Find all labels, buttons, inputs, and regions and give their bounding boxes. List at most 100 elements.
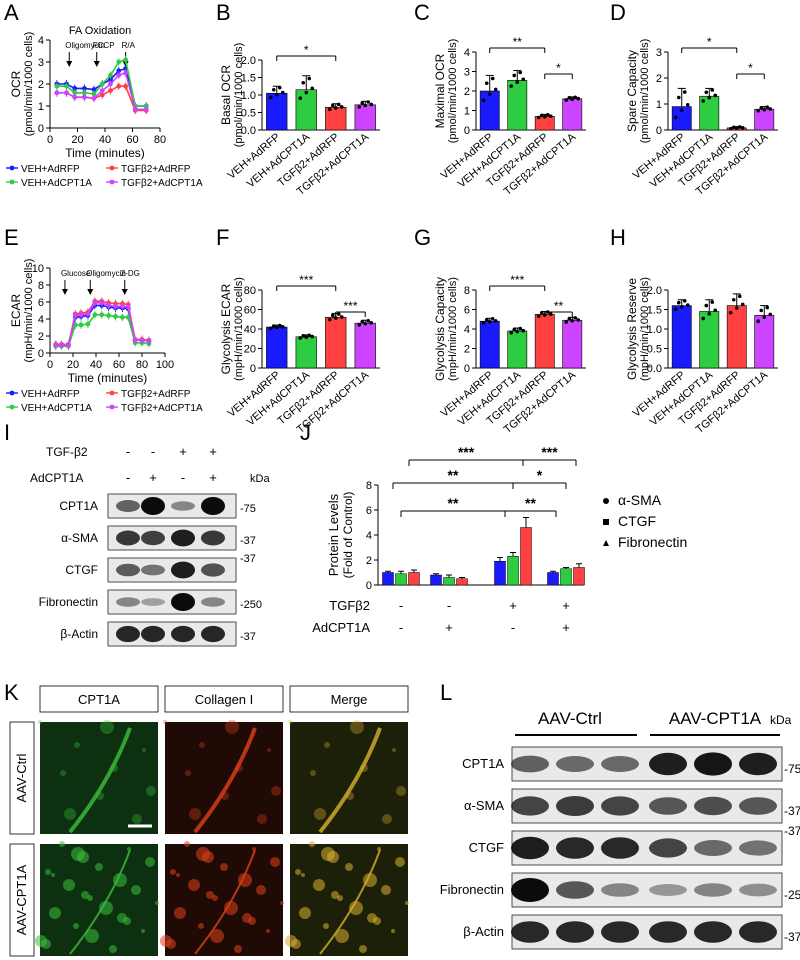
signal-spot xyxy=(131,885,141,895)
sig-label: ** xyxy=(554,299,564,313)
fiber-signal xyxy=(69,849,131,955)
y-tick-label: 1 xyxy=(38,101,44,113)
signal-spot xyxy=(45,869,51,875)
panel-letter-A: A xyxy=(4,0,19,25)
western-blot-l: AAV-Ctrl AAV-CPT1A kDa CPT1A -75 α-SMA -37 CTGF… xyxy=(440,709,800,950)
replicate-dot xyxy=(490,317,495,321)
bar-0 xyxy=(479,320,500,369)
x-tick-label: 40 xyxy=(99,134,111,146)
x-tick-label: 100 xyxy=(156,359,174,371)
data-point xyxy=(64,83,69,89)
treatment-label-tgf: TGF-β2 xyxy=(46,445,88,459)
treatment-sign: - xyxy=(151,444,155,459)
signal-spot xyxy=(345,863,353,871)
signal-spot xyxy=(170,869,176,875)
replicate-dot xyxy=(484,317,489,322)
kda-marker: -37 xyxy=(240,553,256,565)
signal-spot xyxy=(301,873,305,877)
signal-spot xyxy=(95,863,103,871)
panel-letter-D: D xyxy=(610,0,626,25)
signal-spot xyxy=(271,786,281,796)
annotation-label: Oligomycin xyxy=(86,269,126,278)
replicate-dot xyxy=(357,105,362,109)
treatment-sign: - xyxy=(181,470,185,485)
signal-spot xyxy=(225,720,239,734)
sig-label: ** xyxy=(448,495,459,511)
signal-spot xyxy=(310,770,316,776)
data-point xyxy=(120,303,125,309)
panel-letter-J: J xyxy=(300,420,311,445)
replicate-dot xyxy=(570,97,575,101)
replicate-dot xyxy=(573,95,578,100)
kda-marker: -37 xyxy=(784,824,800,838)
bar-1 xyxy=(295,89,317,131)
sig-label: * xyxy=(748,61,753,75)
annotation-arrowhead xyxy=(87,289,94,295)
signal-spot xyxy=(73,923,79,929)
column-label: Merge xyxy=(331,692,368,707)
blot-band xyxy=(694,883,732,897)
panel-letter-L: L xyxy=(440,680,452,705)
signal-spot xyxy=(35,935,47,947)
y-tick-label: 0 xyxy=(250,363,256,375)
replicate-dot xyxy=(274,325,279,330)
bar xyxy=(494,561,506,586)
y-axis-label-units: (mpH/min/1000 cells) xyxy=(23,259,35,363)
replicate-dot xyxy=(310,334,315,339)
data-point xyxy=(99,92,105,98)
kda-marker: -75 xyxy=(240,503,256,515)
replicate-dot xyxy=(487,92,492,96)
y-tick-label: 2.0 xyxy=(241,55,256,67)
legend-label: VEH+AdRFP xyxy=(21,389,80,400)
legend-label: VEH+AdCPT1A xyxy=(21,403,92,414)
treatment-sign: + xyxy=(445,620,453,635)
blot-band xyxy=(739,921,777,943)
y-axis-label-units: (mpH/min/1000 cells) xyxy=(447,277,459,381)
data-point xyxy=(81,94,87,100)
y-tick-label: 0.0 xyxy=(647,363,662,375)
replicate-dot xyxy=(676,300,681,305)
fiber-signal xyxy=(194,849,256,955)
y-axis-label-units: (Fold of Control) xyxy=(341,492,355,579)
signal-spot xyxy=(100,720,114,734)
legend-marker xyxy=(9,390,15,396)
replicate-dot xyxy=(493,319,498,323)
replicate-dot xyxy=(330,103,335,108)
blot-band xyxy=(601,921,639,943)
protein-label: CTGF xyxy=(65,563,98,577)
signal-spot xyxy=(242,913,252,923)
replicate-dot xyxy=(734,306,739,310)
replicate-dot xyxy=(762,107,767,112)
column-label: Collagen I xyxy=(195,692,254,707)
bar-3 xyxy=(562,319,583,369)
replicate-dot xyxy=(673,307,678,311)
replicate-dot xyxy=(539,113,544,118)
kda-marker: -37 xyxy=(784,804,800,818)
data-point xyxy=(54,90,60,96)
replicate-dot xyxy=(762,315,767,320)
signal-spot xyxy=(220,863,228,871)
y-axis-label-units: (pmol/min/1000 cells) xyxy=(447,39,459,144)
replicate-dot xyxy=(518,326,523,331)
protein-label: α-SMA xyxy=(61,531,98,545)
treatment-sign: - xyxy=(399,598,403,613)
replicate-dot xyxy=(685,102,690,107)
signal-spot xyxy=(146,786,156,796)
bar-chart-F: 0 20 40 60 80 Glycolysis ECAR (mpH/min/1000 ce… xyxy=(219,273,380,436)
blot-band xyxy=(171,593,195,611)
signal-spot xyxy=(391,929,395,933)
row-label: AAV-CPT1A xyxy=(14,864,29,935)
replicate-dot xyxy=(363,103,368,108)
data-point xyxy=(99,312,105,318)
signal-spot xyxy=(117,913,127,923)
y-tick-label: 60 xyxy=(244,305,256,317)
bar xyxy=(408,572,420,586)
y-axis-label-units: (pmol/min/1000 cells) xyxy=(23,32,35,137)
annotation-label: R/A xyxy=(122,41,136,50)
signal-spot xyxy=(395,857,405,867)
signal-spot xyxy=(350,720,364,734)
blot-band xyxy=(649,921,687,943)
signal-spot xyxy=(257,814,267,824)
data-point xyxy=(92,312,98,318)
